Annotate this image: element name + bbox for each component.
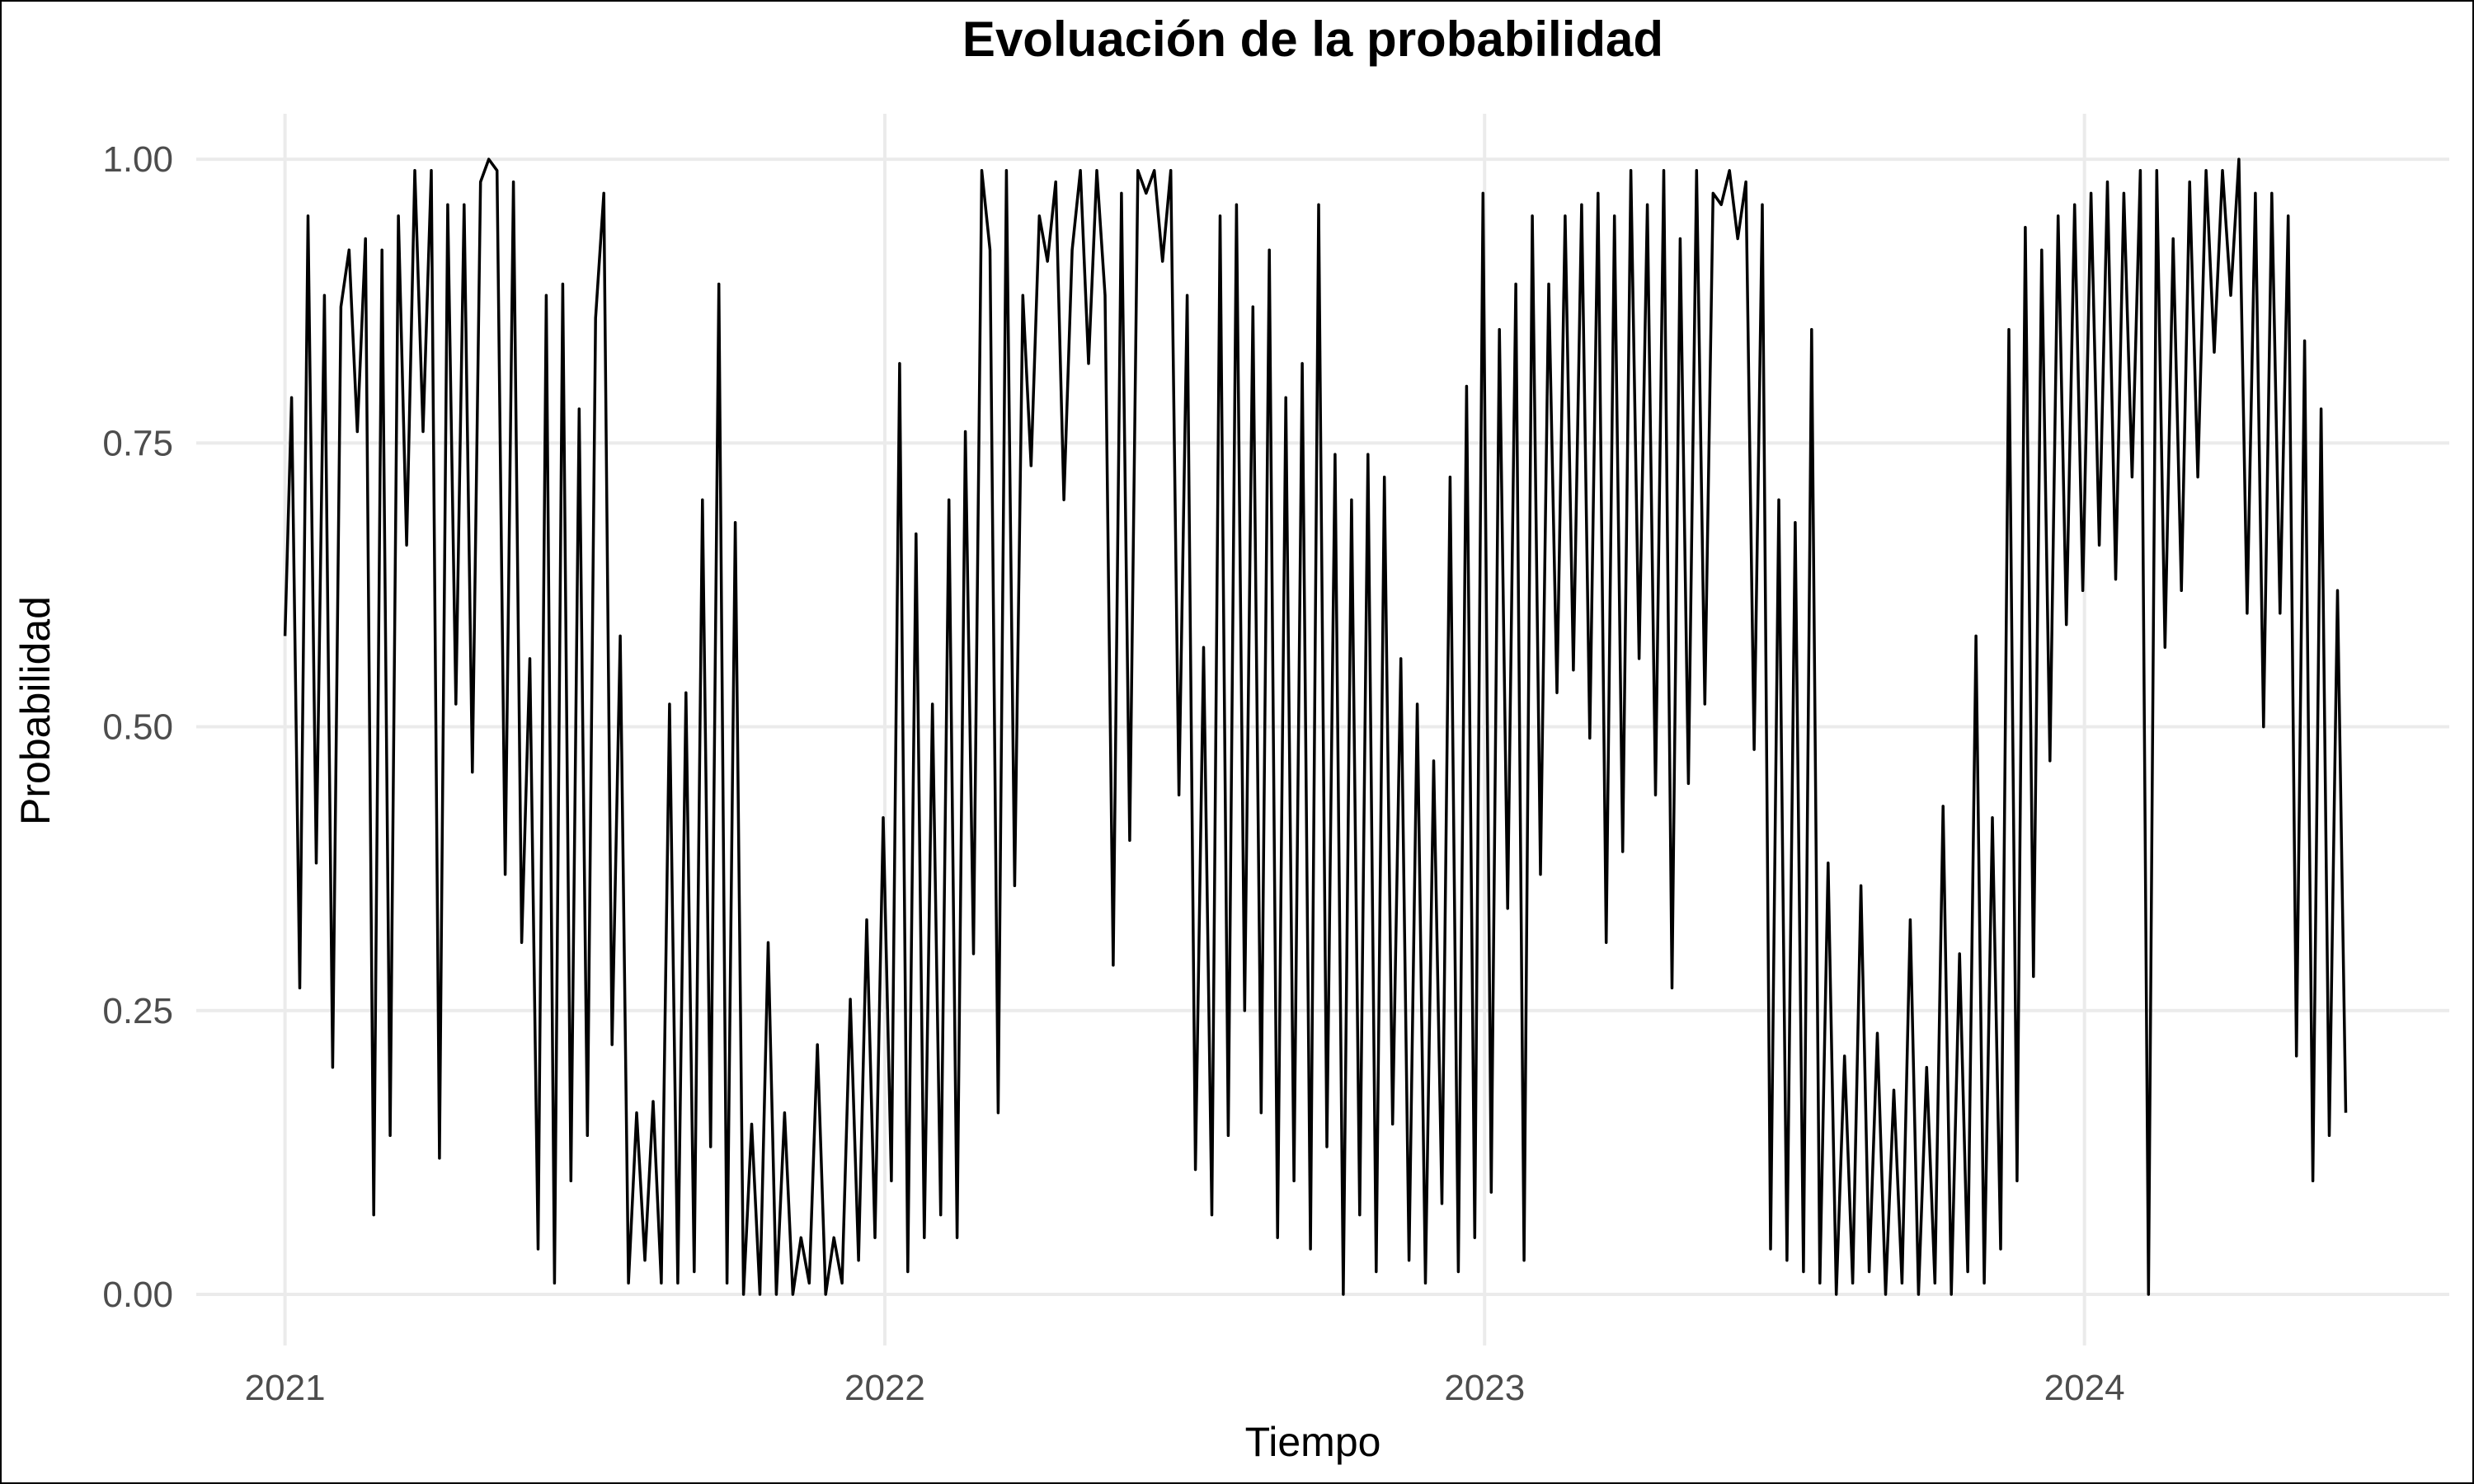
probability-series-line xyxy=(283,157,2348,1296)
x-tick-label-2: 2023 xyxy=(1444,1368,1525,1408)
y-tick-label-3: 0.75 xyxy=(102,423,173,463)
y-tick-label-2: 0.50 xyxy=(102,707,173,748)
x-tick-label-1: 2022 xyxy=(844,1368,925,1408)
y-tick-label-0: 0.00 xyxy=(102,1275,173,1315)
x-tick-label-3: 2024 xyxy=(2044,1368,2125,1408)
x-axis-title: Tiempo xyxy=(1245,1419,1381,1465)
y-axis-title: Probabilidad xyxy=(12,596,59,825)
x-axis-tick-labels: 2021 2022 2023 2024 xyxy=(245,1368,2125,1408)
chart-title: Evoluación de la probabilidad xyxy=(962,12,1663,67)
y-tick-label-1: 0.25 xyxy=(102,991,173,1031)
y-tick-label-4: 1.00 xyxy=(102,139,173,180)
x-tick-label-0: 2021 xyxy=(245,1368,326,1408)
y-axis-tick-labels: 0.00 0.25 0.50 0.75 1.00 xyxy=(102,139,173,1315)
